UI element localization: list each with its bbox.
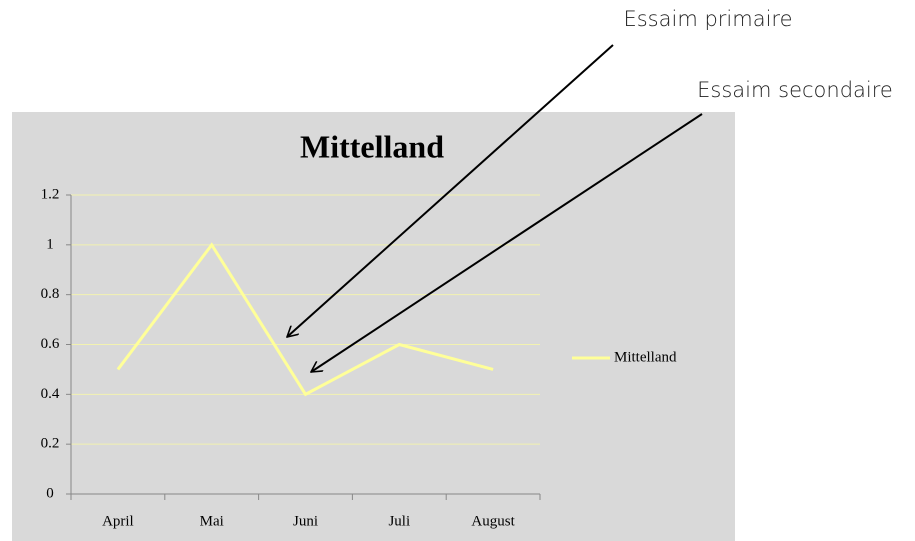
annotation: Essaim secondaire: [697, 78, 893, 102]
y-tick-label: 1.2: [41, 186, 60, 202]
chart-title: Mittelland: [300, 128, 444, 164]
annotation: Essaim primaire: [623, 7, 792, 31]
y-tick-label: 0.4: [41, 386, 60, 402]
y-tick-label: 0.6: [41, 336, 60, 352]
x-tick-label: August: [471, 513, 515, 529]
x-tick-label: Juni: [293, 513, 318, 529]
annotation-arrow: [287, 44, 614, 337]
chart-area: [12, 112, 735, 541]
x-tick-label: April: [102, 513, 134, 529]
line: [116, 242, 494, 397]
x-tick-label: Mai: [200, 513, 224, 529]
y-tick-label: 0.2: [41, 436, 60, 452]
annotation-arrow: [311, 113, 703, 372]
y-tick-label: 0.8: [41, 286, 60, 302]
x-tick-label: Juli: [388, 513, 410, 529]
plot: 0 0.2 0.4 0.6 0.8 1 1.2 April Mai Juni Juli August M…: [41, 186, 677, 529]
legend-label: Mittelland: [614, 349, 677, 365]
y-tick-label: 1: [46, 236, 54, 252]
y-tick-label: 0: [46, 485, 54, 501]
